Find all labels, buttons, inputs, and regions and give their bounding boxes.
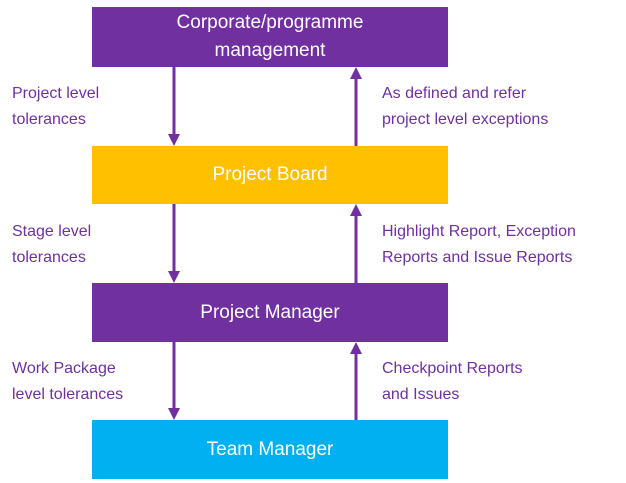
up-arrow-team-to-pm <box>350 342 362 420</box>
project-exceptions-label: As defined and refer project level excep… <box>382 85 549 128</box>
team-manager-label: Team Manager <box>206 438 334 460</box>
corporate-management-label-line2: management <box>214 40 326 61</box>
work-package-tolerances-label: Work Package level tolerances <box>12 360 124 403</box>
project-manager-box: Project Manager <box>92 283 448 342</box>
stage-tolerances-label: Stage level tolerances <box>12 223 92 266</box>
down-arrow-board-to-pm <box>168 204 180 283</box>
project-manager-label: Project Manager <box>200 301 340 323</box>
project-board-label: Project Board <box>212 164 328 185</box>
up-arrow-board-to-corp <box>350 67 362 146</box>
corporate-management-box: Corporate/programme management <box>92 7 448 67</box>
down-arrow-corp-to-board <box>168 67 180 146</box>
highlight-reports-label: Highlight Report, Exception Reports and … <box>382 223 576 266</box>
corporate-management-label-line1: Corporate/programme <box>176 12 364 33</box>
up-arrow-pm-to-board <box>350 204 362 283</box>
checkpoint-reports-label: Checkpoint Reports and Issues <box>382 360 523 403</box>
down-arrow-pm-to-team <box>168 342 180 420</box>
project-board-box: Project Board <box>92 146 448 204</box>
project-tolerances-label: Project level tolerances <box>12 85 100 128</box>
team-manager-box: Team Manager <box>92 420 448 479</box>
